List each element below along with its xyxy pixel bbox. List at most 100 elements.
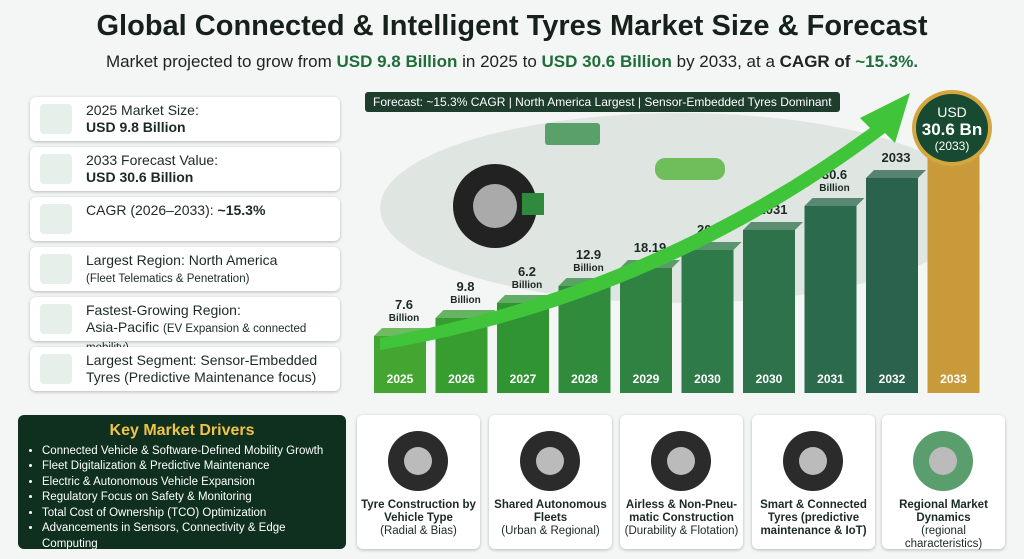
bar-unit: Billion	[573, 263, 604, 274]
card-icon	[40, 154, 72, 184]
bar-year: 2029	[633, 372, 660, 386]
card-line: (Fleet Telematics & Penetration)	[86, 269, 332, 288]
bar-year: 2028	[571, 372, 598, 386]
bar-label: 2033	[882, 150, 911, 165]
segment-title: Airless & Non-Pneu-matic Construction	[625, 499, 738, 524]
tyre-icon	[473, 184, 517, 228]
segment-card: Regional Market Dynamics (regional charac…	[882, 415, 1005, 550]
stat-card: 2033 Forecast Value: USD 30.6 Billion	[30, 147, 340, 191]
bar-year: 2033	[940, 372, 967, 386]
segment-art	[536, 447, 564, 475]
driver-item: Connected Vehicle & Software-Defined Mob…	[42, 444, 334, 460]
bar-label: 12.9	[576, 247, 601, 262]
bar-year: 2031	[817, 372, 844, 386]
segment-title: Smart & Connected Tyres (predictive main…	[760, 499, 867, 537]
badge-year: (2033)	[934, 139, 970, 153]
bar-unit: Billion	[819, 183, 850, 194]
card-line: 2033 Forecast Value:	[86, 152, 332, 169]
segment-art	[799, 447, 827, 475]
bar-year: 2032	[879, 372, 906, 386]
subtitle-part: by 2033, at a	[671, 52, 780, 71]
card-label: Largest Region:	[86, 252, 185, 268]
banner: Forecast: ~15.3% CAGR | North America La…	[365, 92, 840, 112]
driver-item: Fleet Digitalization & Predictive Mainte…	[42, 459, 334, 475]
stat-card: Largest Segment: Sensor-Embedded Tyres (P…	[30, 347, 340, 391]
stat-card: CAGR (2026–2033): ~15.3%	[30, 197, 340, 241]
card-label: Largest Segment:	[86, 352, 197, 368]
driver-item: Total Cost of Ownership (TCO) Optimizati…	[42, 506, 334, 522]
driver-item: Electric & Autonomous Vehicle Expansion	[42, 475, 334, 491]
bar-year: 2026	[448, 372, 475, 386]
segment-detail: (Urban & Regional)	[501, 525, 600, 537]
bar-year: 2030	[694, 372, 721, 386]
card-line: Fastest-Growing Region:	[86, 302, 332, 319]
stat-card: Largest Region: North America (Fleet Tele…	[30, 247, 340, 291]
card-value: North America	[188, 252, 278, 268]
segment-card: Shared Autonomous Fleets (Urban & Regiona…	[489, 415, 612, 549]
card-icon	[40, 354, 72, 384]
segment-title: Tyre Construction by Vehicle Type	[361, 499, 476, 524]
chart-art: 20257.6Billion20269.8Billion20276.2Billi…	[374, 93, 988, 393]
segment-icon	[913, 431, 973, 491]
segment-icon	[520, 431, 580, 491]
card-label: 2025 Market Size:	[86, 102, 199, 118]
stat-card: 2025 Market Size: USD 9.8 Billion	[30, 97, 340, 141]
card-label: Fastest-Growing Region:	[86, 302, 241, 318]
card-value: Asia-Pacific	[86, 319, 160, 335]
bar	[558, 286, 611, 393]
card-label: CAGR (2026–2033):	[86, 202, 214, 218]
card-note: (Fleet Telematics & Penetration)	[86, 273, 250, 285]
bar-unit: Billion	[512, 280, 543, 291]
card-line: CAGR (2026–2033): ~15.3%	[86, 202, 332, 219]
truck-icon	[545, 123, 600, 145]
badge-value: 30.6 Bn	[921, 120, 983, 139]
bar	[804, 206, 857, 393]
segment-detail: (Radial & Bias)	[380, 525, 457, 537]
bar	[620, 268, 672, 393]
car-icon	[655, 158, 725, 180]
driver-item: Regulatory Focus on Safety & Monitoring	[42, 490, 334, 506]
bar-unit: Billion	[450, 295, 481, 306]
bar-top	[743, 222, 803, 230]
segment-detail: (Durability & Flotation)	[624, 525, 739, 537]
card-icon	[40, 304, 72, 334]
segment-title: Regional Market Dynamics	[899, 499, 988, 524]
drivers-title: Key Market Drivers	[109, 422, 255, 439]
bar	[743, 230, 795, 393]
bar-top	[804, 198, 865, 206]
subtitle-part: CAGR of	[779, 52, 856, 71]
card-line: Tyres (Predictive Maintenance focus)	[86, 369, 332, 386]
subtitle: Market projected to grow from USD 9.8 Bi…	[0, 52, 1024, 72]
card-label: 2033 Forecast Value:	[86, 152, 219, 168]
card-line: Largest Region: North America	[86, 252, 332, 269]
segment-art	[929, 447, 957, 475]
card-line: 2025 Market Size:	[86, 102, 332, 119]
segment-art	[667, 447, 695, 475]
stat-card: Fastest-Growing Region: Asia-Pacific (EV…	[30, 297, 340, 354]
bar-label: 6.2	[518, 264, 536, 279]
segment-detail: (regional characteristics)	[904, 525, 983, 550]
bar-year: 2025	[387, 372, 414, 386]
bar	[866, 178, 918, 393]
subtitle-part: Market projected to grow from	[105, 52, 337, 71]
drivers: Key Market Drivers Connected Vehicle & S…	[18, 415, 346, 552]
segment-card: Tyre Construction by Vehicle Type (Radial…	[357, 415, 480, 549]
bar-year: 2027	[510, 372, 537, 386]
segment-icon	[651, 431, 711, 491]
segment-icon	[783, 431, 843, 491]
bar-unit: Billion	[389, 313, 420, 324]
segment-title: Shared Autonomous Fleets	[494, 499, 607, 524]
subtitle-part: in 2025 to	[457, 52, 542, 71]
bar	[681, 250, 734, 393]
card-value: USD 9.8 Billion	[86, 119, 186, 135]
bar-label: 18.19	[634, 240, 667, 255]
card-icon	[40, 254, 72, 284]
title: Global Connected & Intelligent Tyres Mar…	[96, 10, 928, 42]
driver-item: Advancements in Sensors, Connectivity & …	[42, 521, 334, 552]
segment-card: Airless & Non-Pneu-matic Construction (Du…	[620, 415, 743, 549]
card-value: ~15.3%	[217, 202, 266, 218]
bar	[927, 150, 980, 393]
bar-top	[866, 170, 926, 178]
badge: USD 30.6 Bn (2033)	[912, 90, 992, 166]
subtitle-part: USD 9.8 Billion	[336, 52, 458, 71]
